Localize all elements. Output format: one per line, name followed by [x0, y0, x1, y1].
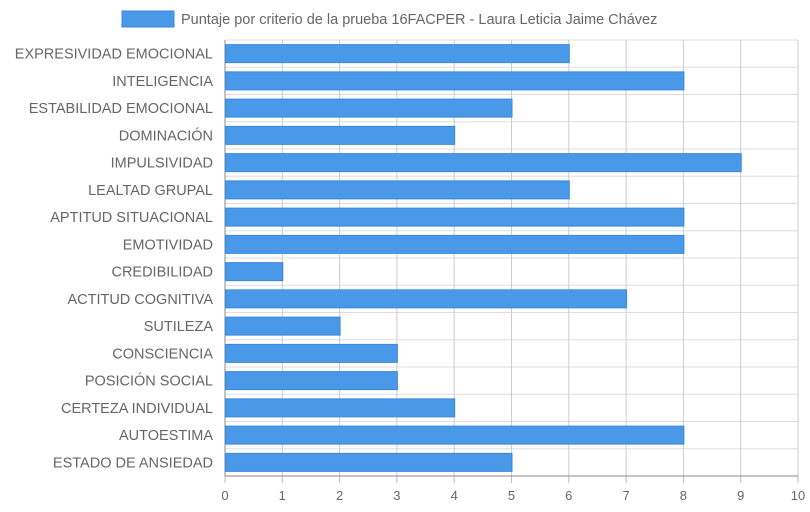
- category-label: IMPULSIVIDAD: [111, 156, 213, 172]
- category-label: EMOTIVIDAD: [123, 237, 213, 253]
- x-tick-label: 8: [680, 488, 687, 503]
- category-label: POSICIÓN SOCIAL: [85, 373, 213, 390]
- category-labels: EXPRESIVIDAD EMOCIONAL INTELIGENCIA ESTABI…: [15, 47, 214, 472]
- legend-label: Puntaje por criterio de la prueba 16FACP…: [181, 12, 657, 28]
- bar: [225, 98, 513, 118]
- category-label: EXPRESIVIDAD EMOCIONAL: [15, 47, 213, 63]
- x-axis-tick-labels: 0 1 2 3 4 5 6 7 8 9 10: [221, 488, 805, 503]
- x-tick-label: 10: [791, 488, 805, 503]
- x-tick-label: 7: [622, 488, 629, 503]
- bar: [225, 180, 570, 200]
- x-tick-label: 3: [393, 488, 400, 503]
- bar: [225, 234, 685, 254]
- bar: [225, 425, 685, 445]
- legend[interactable]: Puntaje por criterio de la prueba 16FACP…: [121, 10, 657, 28]
- x-tick-label: 1: [279, 488, 286, 503]
- x-tick-label: 4: [451, 488, 458, 503]
- category-label: INTELIGENCIA: [112, 74, 213, 90]
- category-label: APTITUD SITUACIONAL: [50, 210, 213, 226]
- x-tick-label: 2: [336, 488, 343, 503]
- category-label: AUTOESTIMA: [119, 428, 213, 444]
- x-tick-label: 9: [737, 488, 744, 503]
- bar: [225, 343, 398, 363]
- x-tick-label: 6: [565, 488, 572, 503]
- category-label: CERTEZA INDIVIDUAL: [61, 401, 213, 417]
- category-label: ESTADO DE ANSIEDAD: [53, 455, 213, 471]
- category-label: SUTILEZA: [144, 319, 214, 335]
- category-label: DOMINACIÓN: [119, 127, 213, 144]
- bar: [225, 44, 570, 64]
- legend-swatch: [121, 10, 175, 28]
- bar: [225, 262, 284, 282]
- category-label: LEALTAD GRUPAL: [88, 183, 213, 199]
- category-label: ACTITUD COGNITIVA: [67, 292, 213, 308]
- bar: [225, 316, 341, 336]
- bar: [225, 371, 398, 391]
- bar: [225, 153, 742, 173]
- category-label: ESTABILIDAD EMOCIONAL: [29, 101, 213, 117]
- bar: [225, 207, 685, 227]
- category-label: CONSCIENCIA: [112, 346, 213, 362]
- bar: [225, 398, 456, 418]
- bars: [225, 44, 742, 472]
- category-label: CREDIBILIDAD: [111, 265, 213, 281]
- x-tick-label: 0: [221, 488, 228, 503]
- bar: [225, 289, 628, 309]
- x-tick-label: 5: [508, 488, 515, 503]
- bar: [225, 71, 685, 91]
- bar: [225, 452, 513, 472]
- bar: [225, 125, 456, 145]
